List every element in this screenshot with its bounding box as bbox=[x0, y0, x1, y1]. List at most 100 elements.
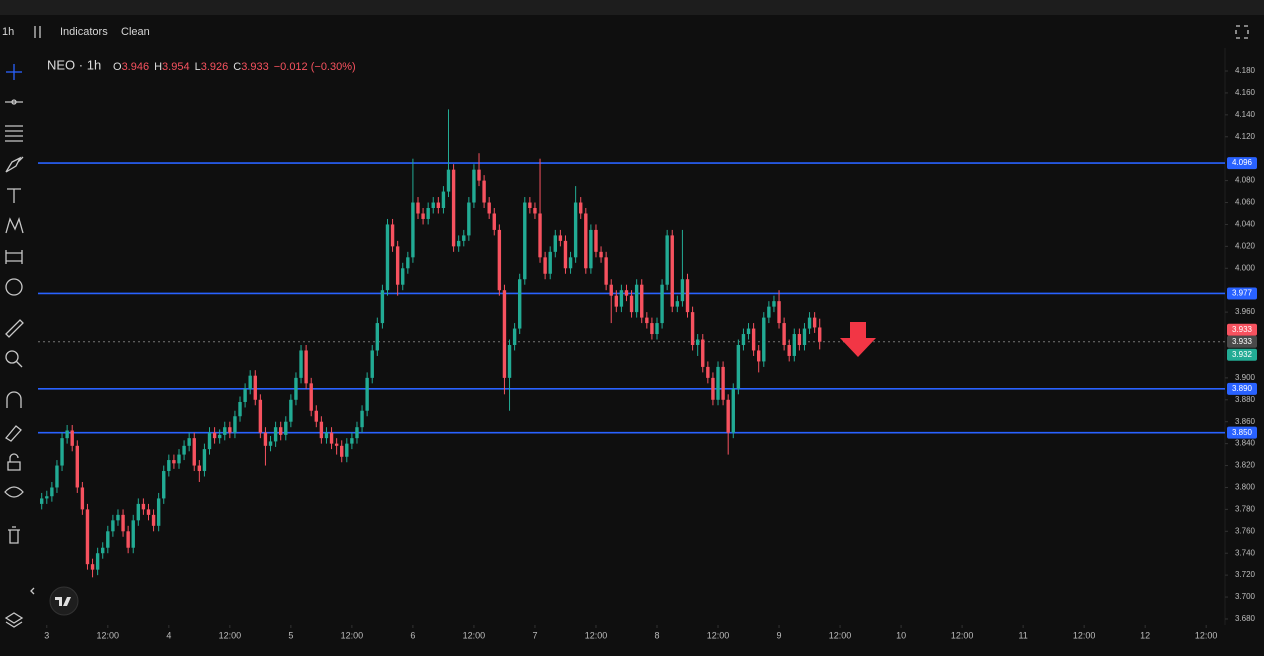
measure-tool[interactable] bbox=[5, 250, 23, 264]
candle-body bbox=[706, 366, 710, 378]
candle-body bbox=[284, 421, 288, 435]
y-tick-label: 3.720 bbox=[1235, 570, 1256, 579]
candle-body bbox=[111, 520, 115, 532]
candle-body bbox=[599, 251, 603, 258]
candle-body bbox=[670, 235, 674, 307]
hide-tool[interactable] bbox=[4, 486, 24, 498]
candle-body bbox=[467, 202, 471, 236]
candle-body bbox=[492, 213, 496, 230]
candle-body bbox=[523, 202, 527, 280]
candle-body bbox=[309, 383, 313, 411]
candle-body bbox=[594, 229, 598, 252]
candle-body bbox=[563, 240, 568, 269]
candle-body bbox=[238, 401, 242, 417]
candle-body bbox=[319, 421, 324, 439]
candle-body bbox=[746, 328, 751, 335]
fib-tool[interactable] bbox=[5, 125, 23, 142]
candle-body bbox=[411, 202, 415, 258]
price-label: 3.933 bbox=[1232, 325, 1253, 334]
candle-body bbox=[365, 377, 369, 411]
candle-body bbox=[289, 399, 293, 422]
candle-body bbox=[248, 375, 252, 389]
legend-key: L bbox=[195, 61, 201, 73]
candle-body bbox=[172, 460, 176, 464]
magnet-tool[interactable] bbox=[6, 391, 22, 408]
candle-body bbox=[619, 290, 624, 307]
candle-body bbox=[456, 240, 461, 247]
candle-body bbox=[324, 432, 329, 439]
legend-key: O bbox=[113, 61, 122, 73]
candle-body bbox=[553, 235, 557, 252]
x-tick-label: 6 bbox=[410, 630, 415, 640]
price-label-box bbox=[1227, 335, 1257, 348]
candle-body bbox=[197, 465, 202, 472]
y-tick-label: 4.000 bbox=[1235, 263, 1256, 272]
level-label-box bbox=[1227, 426, 1257, 439]
collapse-icon[interactable] bbox=[30, 587, 35, 595]
candle-body bbox=[736, 344, 741, 389]
candle-body bbox=[263, 432, 268, 446]
ohlc-legend: O3.946 H3.954 L3.926 C3.933 −0.012 (−0.30%) bbox=[113, 61, 356, 73]
down-arrow-annotation bbox=[840, 322, 876, 357]
layers-tool[interactable] bbox=[4, 612, 24, 628]
candle-body bbox=[584, 213, 588, 269]
x-tick-label: 12:00 bbox=[585, 630, 608, 640]
candle-body bbox=[228, 427, 232, 433]
y-tick-label: 4.040 bbox=[1235, 220, 1256, 229]
candle-body bbox=[716, 366, 720, 400]
level-label-box bbox=[1227, 382, 1257, 395]
candle-body bbox=[75, 445, 79, 488]
candle-body bbox=[304, 350, 308, 384]
fullscreen-icon[interactable] bbox=[1235, 25, 1249, 39]
candle-body bbox=[156, 498, 161, 526]
candle-body bbox=[751, 328, 756, 351]
candle-body bbox=[350, 438, 354, 444]
brush-tool[interactable] bbox=[5, 156, 24, 173]
candle-body bbox=[711, 377, 715, 400]
candle-body bbox=[253, 375, 257, 400]
indicators-button[interactable]: Indicators bbox=[60, 26, 108, 38]
candle-body bbox=[182, 445, 186, 455]
icon-stroke bbox=[5, 350, 19, 364]
candle-body bbox=[502, 290, 507, 378]
zoom-tool[interactable] bbox=[5, 350, 23, 368]
candle-body bbox=[390, 224, 395, 247]
candle-body bbox=[807, 317, 812, 329]
candle-body bbox=[233, 416, 237, 433]
candle-body bbox=[792, 334, 796, 356]
candle-body bbox=[187, 438, 191, 446]
interval-button[interactable]: 1h bbox=[2, 26, 14, 38]
candle-body bbox=[675, 301, 680, 307]
x-tick-label: 12:00 bbox=[97, 630, 120, 640]
candle-body bbox=[629, 295, 634, 313]
legend-change: −0.012 (−0.30%) bbox=[274, 61, 356, 73]
ruler-tool[interactable] bbox=[5, 319, 24, 338]
candle-body bbox=[146, 509, 151, 515]
candle-body bbox=[762, 317, 766, 362]
bar-style-icon[interactable] bbox=[34, 26, 41, 38]
text-tool[interactable] bbox=[7, 188, 21, 203]
candle-body bbox=[141, 503, 146, 510]
candle-body bbox=[802, 328, 807, 345]
candle-body bbox=[640, 284, 644, 318]
candle-body bbox=[756, 350, 761, 362]
candle-body bbox=[177, 454, 181, 464]
pattern-tool[interactable] bbox=[5, 216, 24, 234]
candle-body bbox=[406, 257, 410, 269]
crosshair-tool[interactable] bbox=[6, 64, 22, 80]
candle-body bbox=[579, 202, 583, 214]
trash-tool[interactable] bbox=[8, 526, 20, 544]
lock-tool[interactable] bbox=[7, 453, 21, 471]
clean-button[interactable]: Clean bbox=[121, 26, 150, 38]
candle-body bbox=[573, 202, 578, 258]
candle-body bbox=[416, 202, 420, 214]
candle-body bbox=[380, 290, 385, 324]
x-tick-label: 12:00 bbox=[219, 630, 242, 640]
stay-drawing-tool[interactable] bbox=[5, 425, 22, 442]
x-tick-label: 10 bbox=[896, 630, 906, 640]
emoji-tool[interactable] bbox=[5, 278, 23, 296]
line-tool[interactable] bbox=[5, 99, 23, 105]
candle-body bbox=[548, 251, 552, 274]
y-tick-label: 3.860 bbox=[1235, 417, 1256, 426]
